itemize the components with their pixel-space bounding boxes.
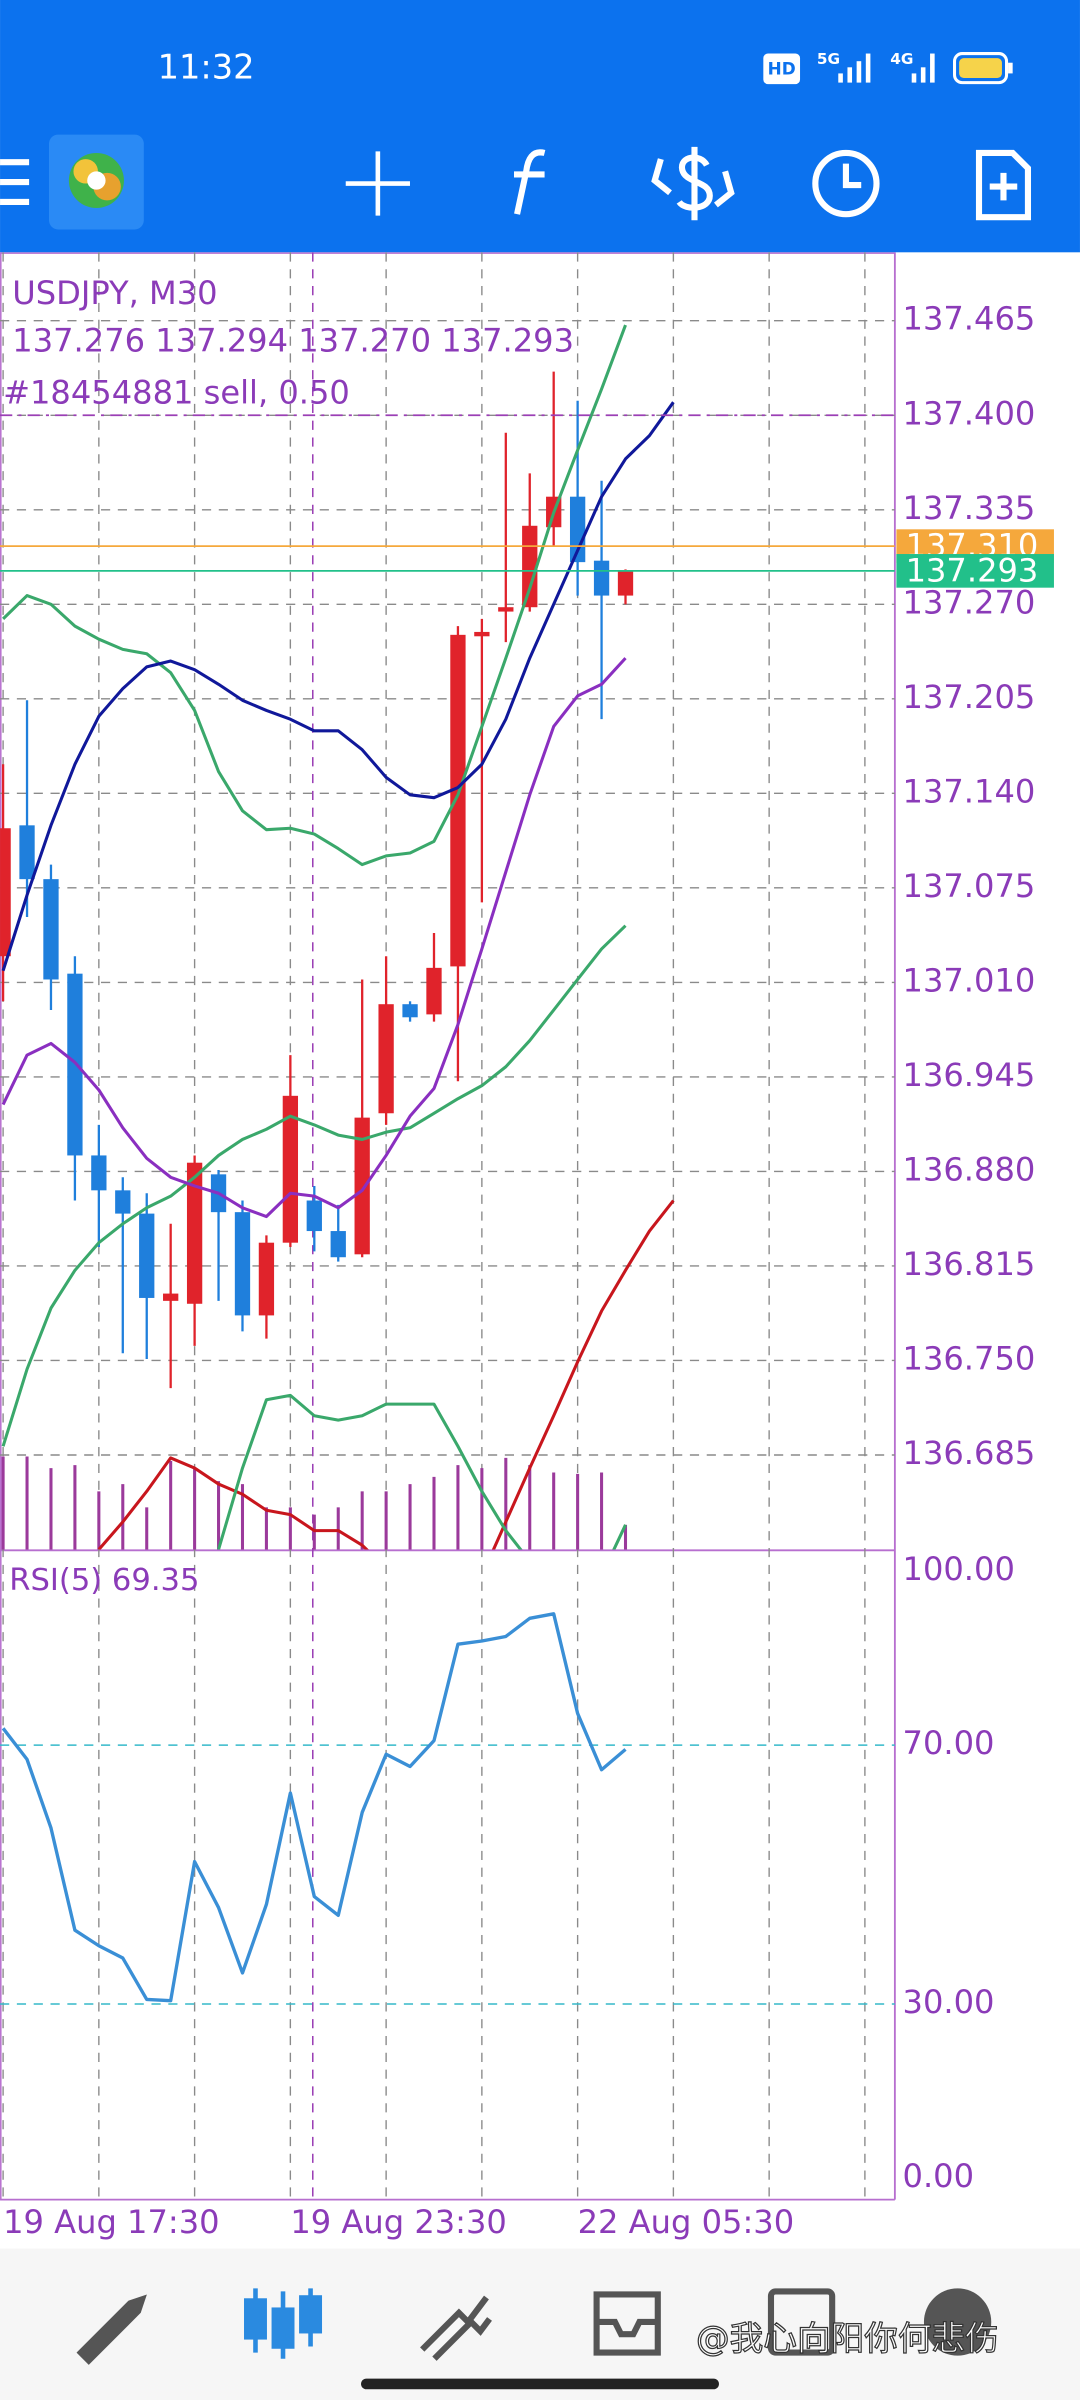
main-plot (0, 324, 895, 1550)
rsi-plot (1, 1612, 627, 2003)
hd-badge (763, 53, 801, 85)
messages-tab[interactable] (923, 2288, 992, 2356)
labels: 19 Aug 17:30 19 Aug 23:30 22 Aug 05:30 137.… (3, 300, 1054, 2241)
top-bar (0, 0, 1080, 253)
candle-body (617, 570, 634, 596)
trade-tab[interactable] (420, 2295, 492, 2361)
candle-body (498, 607, 514, 612)
y-tick-label: 137.270 (903, 583, 1036, 621)
bottom-bar (0, 2248, 1080, 2400)
candle-body (402, 1004, 418, 1018)
y-tick-label: 70.00 (903, 1724, 995, 1762)
candle-body (139, 1213, 155, 1298)
indicator-line (1, 657, 627, 1219)
y-tick-label: 0.00 (903, 2157, 974, 2195)
y-tick-label: 136.880 (903, 1150, 1036, 1188)
candle-body (593, 560, 610, 596)
history-tab[interactable] (593, 2291, 661, 2356)
app-logo[interactable] (48, 134, 144, 230)
candle-body (91, 1155, 107, 1191)
y-tick-label: 136.945 (903, 1056, 1036, 1094)
battery-level (959, 58, 1002, 79)
y-tick-label: 136.685 (903, 1434, 1036, 1472)
menu-button[interactable] (0, 159, 30, 205)
home-indicator (361, 2378, 719, 2390)
indicators-button[interactable] (513, 149, 546, 215)
rsi-title: RSI(5) 69.35 (9, 1563, 199, 1598)
ohlc-line: 137.276 137.294 137.270 137.293 (12, 322, 574, 360)
indicator-line (97, 1199, 675, 1550)
candle-body (330, 1231, 346, 1258)
y-tick-label: 137.335 (903, 489, 1036, 527)
battery (953, 52, 1009, 85)
candle-body (186, 1162, 203, 1304)
indicator-line (1, 401, 675, 972)
price-box (896, 554, 1054, 588)
indicator-line (217, 1393, 627, 1550)
order-label: #18454881 sell, 0.50 (3, 374, 350, 412)
y-tick-label: 30.00 (903, 1983, 995, 2021)
net-4g: 4G (890, 50, 913, 68)
crosshair-button[interactable] (345, 151, 410, 216)
candle-body (474, 631, 490, 637)
symbol-title: USDJPY, M30 (12, 274, 217, 312)
y-tick-label: 137.465 (903, 300, 1036, 338)
x-tick-label: 19 Aug 17:30 (3, 2203, 220, 2241)
candle-body (163, 1293, 179, 1301)
candle-body (0, 828, 11, 957)
candle-body (234, 1212, 251, 1316)
price-label: 137.293 (906, 551, 1039, 589)
trade-button[interactable] (651, 146, 735, 221)
y-tick-label: 137.400 (903, 394, 1036, 432)
chart-tab[interactable] (244, 2288, 323, 2359)
y-tick-label: 136.815 (903, 1245, 1036, 1283)
candle-body (426, 967, 442, 1015)
candle-body (354, 1117, 370, 1255)
grid (0, 252, 895, 2200)
y-tick-label: 137.140 (903, 772, 1036, 810)
clock: 11:32 (158, 47, 255, 86)
news-tab[interactable] (767, 2288, 836, 2356)
period-button[interactable] (812, 149, 880, 218)
y-tick-label: 136.750 (903, 1339, 1036, 1377)
y-tick-label: 137.205 (903, 678, 1036, 716)
x-tick-label: 19 Aug 23:30 (290, 2203, 507, 2241)
hd-label: HD (768, 59, 796, 79)
indicator-line (2, 324, 627, 867)
signal-2 (911, 53, 935, 83)
candle-body (282, 1095, 299, 1243)
new-order-button[interactable] (975, 149, 1032, 221)
quotes-tab[interactable] (76, 2294, 147, 2365)
rsi-line (1, 1612, 627, 2003)
watermark: @我心向阳你何悲伤 (696, 2319, 999, 2358)
signal-1 (838, 53, 871, 83)
net-5g: 5G (817, 50, 840, 68)
candle-body (19, 825, 35, 880)
x-tick-label: 22 Aug 05:30 (578, 2203, 795, 2241)
candle-body (306, 1200, 322, 1232)
candle-body (43, 879, 59, 980)
candle-body (450, 634, 466, 967)
candle-body (115, 1190, 131, 1214)
y-tick-label: 100.00 (903, 1550, 1015, 1588)
candle-body (258, 1242, 275, 1316)
indicator-line (1, 924, 627, 1447)
y-tick-label: 137.075 (903, 867, 1036, 905)
candle-body (378, 1004, 394, 1114)
battery-tip (1008, 62, 1013, 74)
y-tick-label: 137.010 (903, 961, 1036, 999)
